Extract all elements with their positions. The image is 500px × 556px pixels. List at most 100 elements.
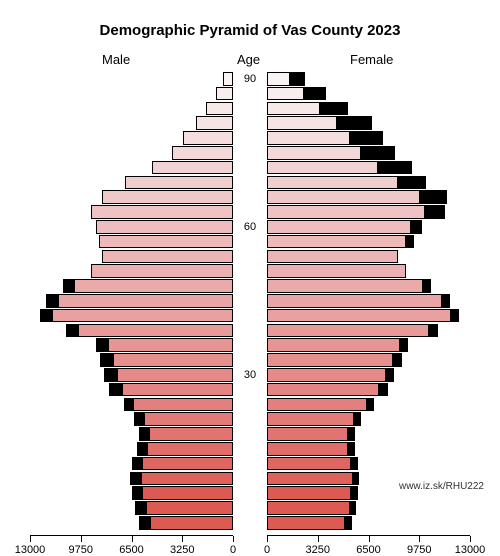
bar-female-overlay (398, 176, 426, 190)
bar-male-main (150, 516, 233, 530)
bar-row-female (267, 368, 470, 382)
x-axis-male: 032506500975013000 (30, 535, 233, 536)
bar-male-overlay (124, 398, 134, 412)
bar-row-male (30, 264, 233, 278)
bar-male-main (96, 220, 233, 234)
x-tick-label: 9750 (69, 544, 93, 556)
bar-row-male (30, 235, 233, 249)
bar-female-overlay (348, 442, 355, 456)
bar-female-overlay (304, 87, 326, 101)
x-tick-label: 13000 (15, 544, 46, 556)
bar-row-male (30, 324, 233, 338)
bar-female-overlay (420, 190, 447, 204)
bar-female-overlay (320, 102, 348, 116)
bar-row-female (267, 427, 470, 441)
bar-female-overlay (451, 309, 459, 323)
bar-female-main (267, 205, 425, 219)
bar-female-main (267, 279, 423, 293)
bar-female-overlay (354, 412, 361, 426)
bar-female-overlay (351, 486, 358, 500)
bar-female-overlay (351, 457, 358, 471)
bar-male-main (122, 383, 233, 397)
bar-female-main (267, 190, 420, 204)
bar-row-female (267, 338, 470, 352)
bar-row-male (30, 457, 233, 471)
bar-female-overlay (393, 353, 401, 367)
bar-male-overlay (104, 368, 117, 382)
bar-row-male (30, 146, 233, 160)
bar-female-overlay (429, 324, 437, 338)
bar-male-main (102, 250, 233, 264)
bar-female-main (267, 442, 348, 456)
bar-female-main (267, 427, 348, 441)
bar-male-overlay (135, 501, 146, 515)
bar-female-main (267, 472, 353, 486)
x-tick-label: 6500 (119, 544, 143, 556)
x-tick (30, 536, 31, 542)
bar-male-main (206, 102, 233, 116)
age-tick-label: 30 (233, 369, 267, 381)
male-half (30, 72, 233, 442)
bar-female-main (267, 264, 406, 278)
bar-row-male (30, 338, 233, 352)
bar-female-overlay (350, 131, 383, 145)
bar-row-female (267, 383, 470, 397)
age-label: Age (237, 52, 260, 67)
bar-male-main (91, 205, 233, 219)
bar-female-main (267, 102, 320, 116)
bar-male-overlay (134, 412, 144, 426)
bar-female-overlay (353, 472, 360, 486)
bar-male-main (102, 190, 233, 204)
bar-female-main (267, 161, 378, 175)
bar-male-overlay (100, 353, 113, 367)
bar-female-main (267, 412, 354, 426)
male-label: Male (102, 52, 130, 67)
x-tick (419, 536, 420, 542)
bar-male-main (125, 176, 233, 190)
bar-female-main (267, 131, 350, 145)
bar-row-male (30, 368, 233, 382)
bar-row-male (30, 486, 233, 500)
bar-row-male (30, 501, 233, 515)
bar-row-male (30, 87, 233, 101)
bar-row-female (267, 309, 470, 323)
x-tick (369, 536, 370, 542)
bar-male-overlay (132, 457, 142, 471)
female-label: Female (350, 52, 393, 67)
bar-row-male (30, 116, 233, 130)
bar-row-male (30, 472, 233, 486)
bar-female-overlay (411, 220, 422, 234)
bar-female-main (267, 324, 429, 338)
x-tick-label: 0 (230, 544, 236, 556)
bar-row-female (267, 102, 470, 116)
bar-female-main (267, 294, 442, 308)
bar-female-main (267, 220, 411, 234)
bar-female-main (267, 368, 386, 382)
bar-female-overlay (361, 146, 395, 160)
bar-row-female (267, 412, 470, 426)
x-tick (132, 536, 133, 542)
bar-male-main (142, 457, 233, 471)
bar-row-female (267, 205, 470, 219)
bar-row-female (267, 516, 470, 530)
bar-male-overlay (66, 324, 78, 338)
bar-female-main (267, 338, 400, 352)
bar-male-main (117, 368, 233, 382)
bar-male-overlay (130, 472, 140, 486)
bar-male-main (99, 235, 233, 249)
bar-male-overlay (63, 279, 74, 293)
bar-row-male (30, 516, 233, 530)
bar-female-overlay (378, 161, 412, 175)
bar-female-main (267, 383, 379, 397)
bar-row-female (267, 324, 470, 338)
bar-female-main (267, 516, 345, 530)
chart-title: Demographic Pyramid of Vas County 2023 (0, 22, 500, 39)
bar-female-main (267, 235, 406, 249)
bar-row-female (267, 176, 470, 190)
bar-male-main (183, 131, 233, 145)
bar-male-main (78, 324, 233, 338)
bar-row-female (267, 264, 470, 278)
bar-female-overlay (350, 501, 357, 515)
bar-female-main (267, 250, 398, 264)
x-tick-label: 6500 (356, 544, 380, 556)
